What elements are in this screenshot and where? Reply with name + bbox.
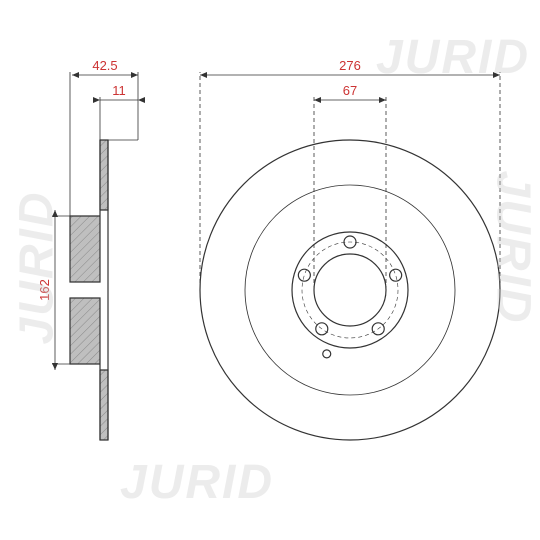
svg-text:42.5: 42.5	[92, 58, 117, 73]
technical-drawing: 42.5 11 162 67 276	[0, 0, 540, 540]
svg-text:276: 276	[339, 58, 361, 73]
svg-text:11: 11	[112, 83, 126, 98]
svg-text:162: 162	[37, 279, 52, 301]
svg-text:67: 67	[343, 83, 357, 98]
